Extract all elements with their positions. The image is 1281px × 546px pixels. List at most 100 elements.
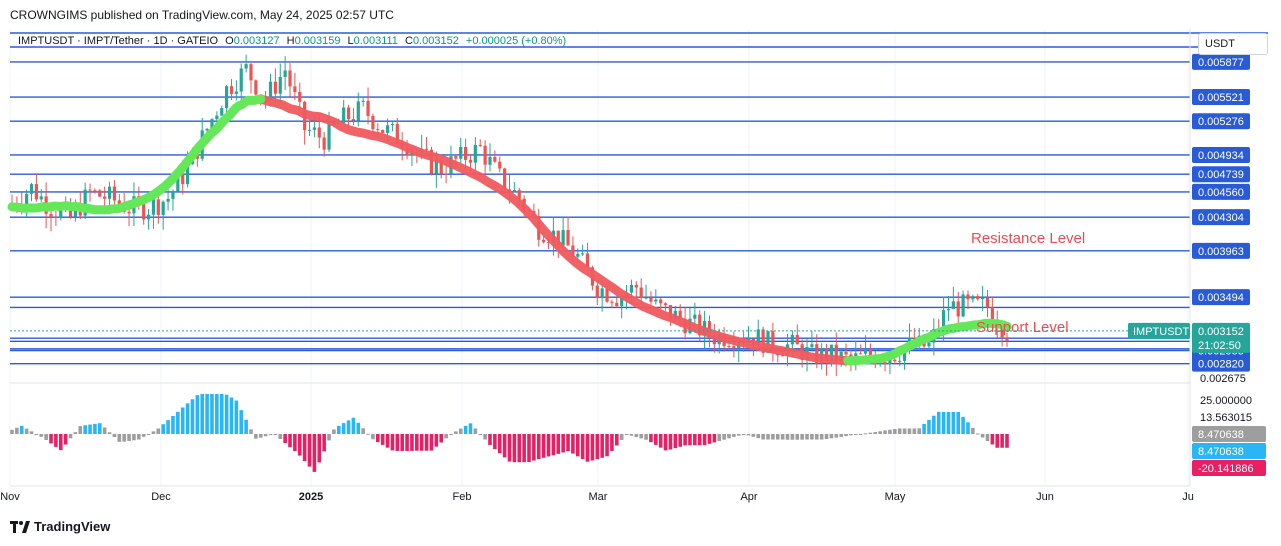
price-level-label: 0.004560: [1192, 183, 1250, 200]
oscillator-bar: [73, 432, 78, 434]
oscillator-bar: [693, 434, 697, 446]
oscillator-bar: [1000, 434, 1004, 448]
candle-body: [546, 242, 551, 244]
oscillator-bar: [356, 422, 361, 434]
oscillator-bar: [49, 434, 53, 444]
oscillator-bar: [137, 434, 141, 440]
candle-body: [756, 329, 760, 346]
oscillator-bar: [224, 394, 229, 434]
oscillator-bar: [185, 403, 190, 434]
oscillator-bar: [663, 434, 668, 451]
oscillator-bar: [444, 434, 448, 439]
symbol-legend: IMPTUSDT · IMPT/Tether · 1D · GATEIO O0.…: [18, 35, 566, 47]
oscillator-bar: [839, 434, 843, 437]
candle-body: [668, 305, 673, 320]
candle-body: [156, 199, 160, 215]
oscillator-bar: [176, 411, 180, 434]
candle-body: [659, 299, 663, 304]
candle-body: [898, 360, 902, 362]
oscillator-bar: [395, 434, 400, 451]
oscillator-bar: [234, 400, 239, 434]
oscillator-bar: [229, 397, 234, 434]
oscillator-bar: [502, 434, 507, 458]
currency-selector[interactable]: USDT: [1198, 33, 1268, 55]
oscillator-bar: [254, 434, 258, 439]
oscillator-bar: [205, 394, 209, 434]
candle-body: [810, 344, 814, 347]
oscillator-bar: [195, 395, 200, 434]
candle-body: [966, 294, 970, 300]
high-value: 0.003159: [294, 35, 341, 47]
price-label-box: [1192, 53, 1250, 70]
candle-body: [381, 129, 385, 133]
price-label-box: [1192, 166, 1250, 183]
candle-body: [112, 186, 117, 201]
low-value: 0.003111: [353, 35, 398, 47]
candle-body: [390, 123, 395, 126]
candle-body: [644, 297, 648, 299]
candle-body: [976, 296, 980, 300]
oscillator-bar: [215, 394, 219, 434]
oscillator-bar: [346, 420, 351, 434]
candle-body: [971, 296, 975, 300]
candle-body: [956, 301, 960, 317]
oscillator-bar: [371, 434, 375, 440]
oscillator-bar: [897, 428, 902, 434]
candle-body: [205, 128, 209, 131]
osc-value-tag: -20.141886: [1192, 460, 1266, 476]
oscillator-bar: [780, 434, 785, 440]
candle-body: [307, 129, 312, 131]
oscillator-bar: [263, 434, 268, 437]
oscillator-bar: [268, 434, 273, 435]
oscillator-bar: [327, 434, 331, 441]
candle-body: [239, 68, 243, 92]
price-level-label: 0.003963: [1192, 242, 1250, 259]
candle-body: [117, 200, 121, 204]
oscillator-bar: [15, 427, 19, 434]
oscillator-bar: [956, 412, 961, 434]
candle-body: [883, 362, 887, 364]
price-level-label: 0.005276: [1192, 113, 1250, 130]
high-label: H: [286, 35, 295, 47]
oscillator-bar: [1005, 434, 1009, 448]
price-label-text: 0.004560: [1198, 187, 1244, 199]
open-label: O: [225, 35, 234, 47]
oscillator-bar: [127, 434, 131, 441]
candle-body: [941, 310, 946, 330]
oscillator-bar: [239, 410, 244, 434]
oscillator-bar: [351, 417, 356, 434]
candle-body: [220, 108, 224, 116]
ma-line-downtrend: [256, 94, 853, 366]
oscillator-bar: [541, 434, 546, 458]
candle-body: [346, 107, 351, 120]
oscillator-bar: [985, 434, 990, 442]
support-level-annotation: Support Level: [976, 319, 1069, 336]
oscillator-bar: [590, 434, 595, 461]
oscillator-bar: [927, 419, 931, 434]
oscillator-bar: [912, 428, 917, 434]
oscillator-bar: [727, 434, 731, 439]
candle-body: [566, 230, 570, 246]
candle-body: [249, 64, 253, 81]
candle-body: [293, 86, 297, 93]
oscillator-bar: [522, 434, 526, 463]
oscillator-bar: [376, 434, 380, 443]
oscillator-bar: [917, 428, 922, 434]
oscillator-bar: [961, 416, 965, 434]
oscillator-bar: [644, 434, 648, 440]
candle-body: [54, 217, 58, 219]
candle-body: [88, 189, 92, 191]
candle-body: [600, 288, 604, 298]
candle-body: [712, 335, 716, 345]
oscillator-bar: [995, 434, 1000, 448]
candle-body: [927, 342, 931, 347]
candle-body: [288, 70, 292, 87]
oscillator-bar: [766, 434, 770, 440]
oscillator-bar: [29, 431, 34, 434]
oscillator-bar: [483, 434, 487, 440]
candle-body: [634, 284, 638, 288]
candle-body: [59, 208, 63, 218]
candle-body: [424, 148, 429, 150]
oscillator-bar: [936, 411, 941, 434]
